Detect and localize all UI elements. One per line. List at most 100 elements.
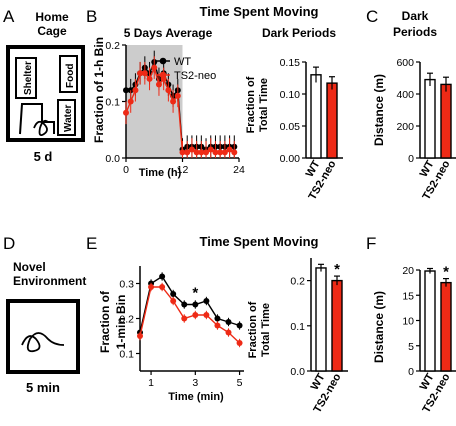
- b-bar-ts2-bar: [326, 82, 338, 159]
- e-bar-ts2-bar: [331, 279, 343, 372]
- e-line-wt-point: [159, 273, 166, 280]
- panel-letter-f: F: [366, 234, 376, 253]
- home-cage-title-line1: Home: [35, 10, 69, 24]
- b-bar-title: Dark Periods: [262, 26, 336, 40]
- e-bar-ylabel-line1: Fraction of: [247, 301, 259, 358]
- e-line-wt-point: [181, 301, 188, 308]
- novel-duration: 5 min: [26, 380, 60, 395]
- b-line-ts2-point: [170, 98, 177, 105]
- novel-arena-outer: [6, 299, 80, 374]
- c-bar-ytick-label: 200: [396, 121, 414, 133]
- f-bar-ts2-bar: [440, 281, 452, 372]
- b-bar-ylabel-line2: Total Time: [258, 78, 270, 132]
- b-bar-wt-bar: [310, 74, 322, 159]
- novel-environment-drawing: [6, 299, 80, 374]
- cage-partition: [19, 103, 55, 135]
- panel-letter-c: C: [366, 7, 378, 26]
- e-line-ts2-point: [148, 284, 155, 290]
- b-line-ts2-point: [137, 70, 144, 77]
- home-cage-duration: 5 d: [34, 149, 53, 164]
- f-bar-wt-bar: [424, 270, 436, 372]
- b-bar-ylabel-line1: Fraction of: [245, 76, 257, 133]
- b-line-ts2-point: [146, 75, 153, 82]
- e-bar-ylabel-line2: Total Time: [260, 303, 272, 357]
- home-cage-drawing: [6, 45, 85, 142]
- b-line-xtick-label: 12: [177, 164, 189, 176]
- e-line-wt-point: [203, 298, 210, 304]
- e-line-xtick-label: 1: [148, 377, 154, 389]
- e-line-ytick-label: 0.1: [119, 349, 134, 361]
- b-line-ts2-point: [221, 149, 228, 156]
- e-line-ts2-point: [159, 284, 166, 290]
- shelter-box: [15, 57, 37, 99]
- f-bar-ytick-label: 15: [402, 290, 414, 302]
- c-bar-ylabel: Distance (m): [372, 74, 386, 146]
- f-bar-ts2-significance: *: [443, 264, 449, 281]
- novel-title-line1: Novel: [13, 260, 46, 274]
- food-label: Food: [65, 64, 76, 88]
- b-line-ts2-point: [212, 149, 219, 156]
- legend-wt-label: WT: [174, 56, 191, 68]
- b-legend: WT TS2-neo: [156, 56, 216, 82]
- e-line-ylabel-line2: 1-min Bin: [114, 295, 128, 350]
- legend-ts2-label: TS2-neo: [174, 70, 216, 82]
- b-line-xtick-label: 24: [233, 164, 245, 176]
- row1-title: Time Spent Moving: [200, 4, 319, 19]
- e-bar-ytick-label: 0.0: [290, 366, 305, 378]
- e-line-wt-point: [236, 322, 243, 329]
- b-line-ts2-point: [132, 87, 139, 94]
- home-cage-title-line2: Cage: [37, 24, 67, 38]
- b-bar-ytick-label: 0.15: [280, 57, 301, 69]
- f-bar-ytick-label: 5: [408, 341, 414, 353]
- b-line-subtitle: 5 Days Average: [124, 26, 213, 40]
- b-line-ytick-label: 0.1: [105, 97, 120, 109]
- b-line-xlabel: Time (h): [139, 167, 182, 179]
- row2-title: Time Spent Moving: [200, 234, 319, 249]
- e-line-wt-point: [170, 291, 177, 297]
- e-line-ts2-point: [236, 340, 243, 346]
- e-bar-ts2-significance: *: [334, 261, 340, 278]
- b-line-ts2-point: [188, 146, 195, 153]
- e-line-ytick-label: 0.2: [119, 314, 134, 326]
- b-line-ts2-point: [179, 149, 186, 156]
- b-line-ts2-point: [226, 146, 233, 153]
- b-line-wt-point: [123, 87, 129, 94]
- home-cage-outer: [6, 45, 85, 142]
- b-line-ts2-point: [193, 149, 200, 156]
- b-line-ylabel: Fraction of 1-h Bin: [92, 37, 106, 143]
- e-line-wt-point: [192, 301, 199, 308]
- b-bar-ytick-label: 0.05: [280, 121, 301, 133]
- c-bar-ts2-bar: [440, 83, 452, 159]
- e-line-ts2-point: [181, 315, 188, 322]
- c-bar-wt-bar: [424, 78, 436, 159]
- e-line-ts2-point: [170, 298, 177, 304]
- novel-title-line2: Environment: [13, 274, 86, 288]
- water-box: [57, 99, 76, 136]
- b-line-ts2-point: [203, 149, 210, 156]
- e-bar-wt-bar: [315, 267, 327, 372]
- b-bar-ytick-label: 0.10: [280, 89, 301, 101]
- c-title-line1: Dark: [402, 9, 429, 23]
- c-bar-ytick-label: 400: [396, 89, 414, 101]
- b-line-chart: 0.0 0.1 0.2 0 12 24 Time (h) Fraction of 1-h …: [92, 37, 245, 179]
- b-line-ytick-label: 0.2: [105, 40, 120, 52]
- e-line-wt-line: [139, 275, 240, 333]
- e-line-significance: *: [192, 285, 198, 302]
- b-line-ts2-point: [174, 92, 181, 99]
- f-bar-ytick-label: 0: [408, 366, 414, 378]
- f-bar-ytick-label: 20: [402, 265, 414, 277]
- panel-letter-a: A: [3, 7, 15, 26]
- e-line-ts2-point: [225, 329, 232, 336]
- e-line-ytick-label: 0.3: [119, 279, 134, 291]
- b-line-ts2-point: [127, 98, 134, 105]
- panel-letter-b: B: [86, 7, 97, 26]
- e-bar-ytick-label: 0.1: [290, 321, 305, 333]
- legend-wt-marker: [159, 57, 167, 65]
- b-line-ts2-point: [151, 64, 158, 71]
